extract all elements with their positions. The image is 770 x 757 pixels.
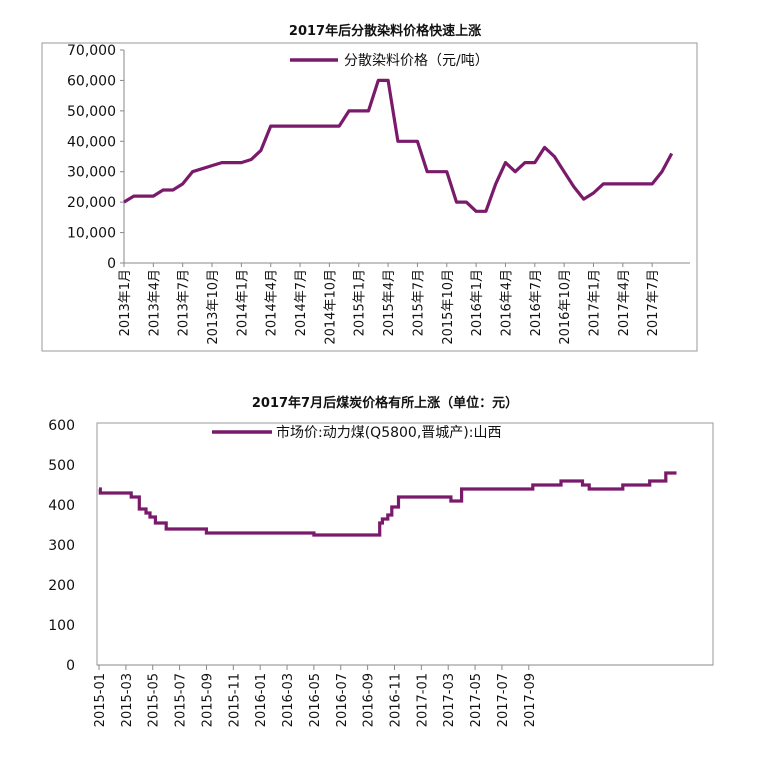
chart-title: 2017年后分散染料价格快速上涨 xyxy=(288,24,482,39)
coal-price-chart: 2017年7月后煤炭价格有所上涨（单位：元） 0 100 200 300 400 500 6… xyxy=(0,380,770,757)
x-tick-label: 2015-01 xyxy=(93,673,108,727)
series-line-coal-price xyxy=(98,471,677,537)
x-tick-label: 2017-07 xyxy=(496,673,511,727)
x-tick-label: 2017-09 xyxy=(523,673,538,727)
y-tick-label: 0 xyxy=(66,658,75,674)
x-tick-label: 2015-05 xyxy=(147,673,162,727)
x-tick-label: 2016年7月 xyxy=(529,269,544,336)
x-tick-label: 2016-07 xyxy=(335,673,350,727)
x-tick-label: 2017年7月 xyxy=(646,269,661,336)
x-tick-label: 2016-03 xyxy=(281,673,296,727)
y-tick-label: 600 xyxy=(48,418,75,434)
y-tick-label: 10,000 xyxy=(67,226,116,242)
x-tick-label: 2015年1月 xyxy=(353,269,368,336)
x-tick-label: 2016年4月 xyxy=(499,269,514,336)
legend-label: 市场价:动力煤(Q5800,晋城产):山西 xyxy=(276,424,501,441)
x-tick-label: 2017-05 xyxy=(469,673,484,727)
x-tick-label: 2014年4月 xyxy=(265,269,280,336)
x-tick-label: 2016年10月 xyxy=(558,269,573,345)
y-tick-label: 200 xyxy=(48,578,75,594)
x-tick-label: 2013年1月 xyxy=(118,269,133,336)
y-tick-label: 400 xyxy=(48,498,75,514)
x-tick-label: 2016-11 xyxy=(388,673,403,727)
y-tick-label: 60,000 xyxy=(67,73,116,89)
x-tick-label: 2014年7月 xyxy=(294,269,309,336)
x-tick-label: 2013年10月 xyxy=(206,269,221,345)
x-tick-label: 2016-01 xyxy=(254,673,269,727)
x-tick-label: 2016年1月 xyxy=(470,269,485,336)
x-tick-label: 2015-11 xyxy=(227,673,242,727)
x-tick-label: 2016-05 xyxy=(308,673,323,727)
x-tick-label: 2015年10月 xyxy=(441,269,456,345)
x-tick-label: 2015年7月 xyxy=(411,269,426,336)
y-tick-label: 300 xyxy=(48,538,75,554)
chart-frame xyxy=(96,422,714,666)
x-tick-label: 2014年1月 xyxy=(235,269,250,336)
x-tick-label: 2017-03 xyxy=(442,673,457,727)
x-tick-label: 2017年4月 xyxy=(617,269,632,336)
series-line-dye-price xyxy=(123,78,674,213)
y-tick-label: 30,000 xyxy=(67,165,116,181)
x-tick-label: 2013年4月 xyxy=(147,269,162,336)
y-tick-label: 0 xyxy=(107,256,116,272)
chart-title: 2017年7月后煤炭价格有所上涨（单位：元） xyxy=(251,396,519,411)
chart-frame xyxy=(41,42,698,352)
y-tick-label: 20,000 xyxy=(67,195,116,211)
x-tick-label: 2017年1月 xyxy=(587,269,602,336)
x-tick-label: 2015-03 xyxy=(120,673,135,727)
x-tick-label: 2015年4月 xyxy=(382,269,397,336)
dye-price-plot: 0 10,000 20,000 30,000 40,000 50,000 60,000 70,… xyxy=(41,42,698,352)
coal-price-plot: 0 100 200 300 400 500 600 2015-01 2015-03 2015-05… xyxy=(48,418,714,727)
x-tick-label: 2014年10月 xyxy=(323,269,338,345)
x-tick-label: 2015-07 xyxy=(174,673,189,727)
y-tick-label: 40,000 xyxy=(67,134,116,150)
x-tick-label: 2016-09 xyxy=(362,673,377,727)
legend-label: 分散染料价格（元/吨） xyxy=(344,53,489,69)
y-tick-label: 50,000 xyxy=(67,104,116,120)
x-tick-label: 2013年7月 xyxy=(177,269,192,336)
x-tick-label: 2017-01 xyxy=(415,673,430,727)
y-tick-label: 100 xyxy=(48,618,75,634)
dye-price-chart: 2017年后分散染料价格快速上涨 0 10,000 20,000 30,000 40,0… xyxy=(0,0,770,362)
y-tick-label: 70,000 xyxy=(67,43,116,59)
x-tick-label: 2015-09 xyxy=(200,673,215,727)
y-tick-label: 500 xyxy=(48,458,75,474)
